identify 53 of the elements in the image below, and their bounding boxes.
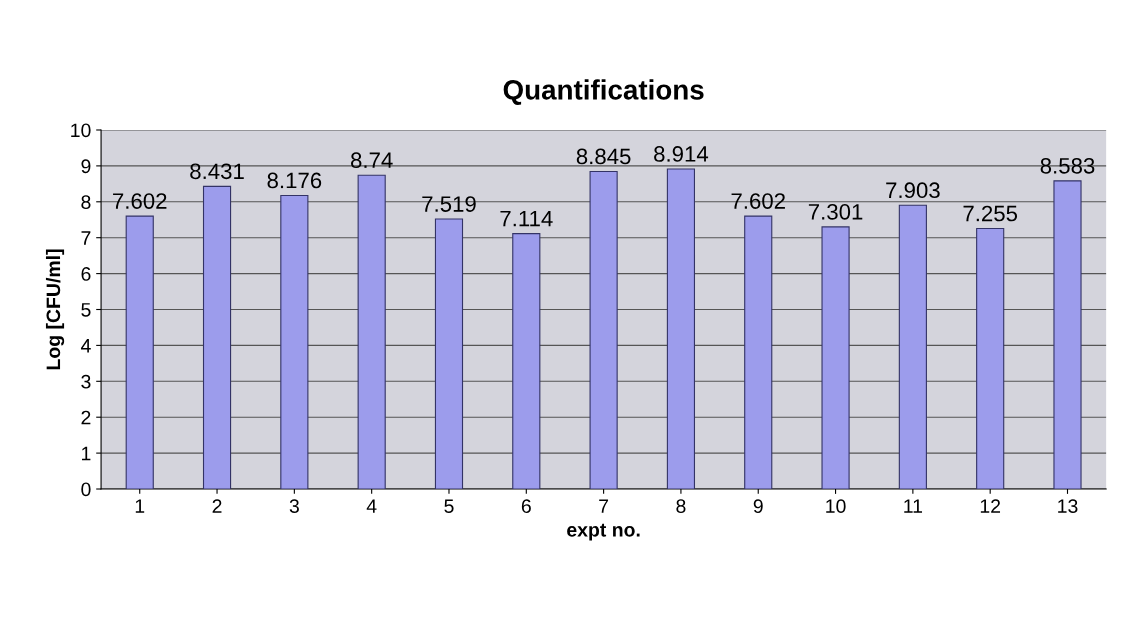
data-label: 7.602 — [731, 193, 785, 209]
x-tick-label: 6 — [521, 499, 531, 514]
x-axis-title: expt no. — [567, 523, 640, 541]
data-label: 8.845 — [576, 148, 631, 165]
data-label: 7.903 — [886, 182, 940, 199]
bar — [512, 233, 541, 490]
y-tick-label: 3 — [81, 374, 91, 389]
data-label: 8.176 — [267, 172, 322, 189]
y-tick-label: 9 — [81, 159, 91, 174]
y-tick-label: 7 — [81, 231, 91, 245]
data-label: 7.602 — [113, 193, 167, 209]
x-tick-label: 10 — [826, 499, 846, 514]
bar — [357, 174, 386, 490]
x-tick-label: 9 — [753, 499, 763, 514]
x-tick-label: 4 — [366, 499, 377, 513]
y-tick-label: 1 — [82, 446, 91, 461]
y-tick-label: 6 — [81, 267, 91, 281]
y-tick-label: 8 — [81, 195, 91, 210]
bar — [589, 170, 618, 490]
x-tick-label: 7 — [599, 499, 609, 513]
x-tick-label: 5 — [444, 499, 454, 514]
x-tick-label: 8 — [676, 499, 686, 514]
data-label: 7.301 — [808, 203, 863, 220]
bar — [125, 215, 154, 490]
bar — [744, 215, 773, 490]
bar — [434, 218, 464, 490]
data-label: 7.255 — [963, 205, 1018, 222]
x-tick-label: 2 — [212, 499, 222, 513]
bar — [202, 185, 232, 490]
bar — [1053, 180, 1082, 490]
data-label: 8.74 — [351, 152, 393, 169]
data-label: 8.914 — [654, 146, 709, 162]
y-tick-label: 2 — [81, 410, 91, 425]
y-axis-title: Log [CFU/ml] — [45, 249, 65, 370]
x-tick-label: 12 — [980, 499, 1001, 513]
x-tick-label: 1 — [135, 499, 145, 513]
y-tick-label: 0 — [81, 482, 91, 497]
bar — [821, 226, 850, 490]
x-tick-label: 13 — [1058, 499, 1078, 514]
bar — [280, 194, 309, 490]
data-label: 8.583 — [1040, 157, 1095, 174]
y-tick-label: 10 — [71, 123, 91, 138]
chart-title: Quantifications — [503, 79, 704, 105]
data-label: 7.519 — [422, 196, 476, 212]
data-label: 7.114 — [500, 210, 553, 227]
bar — [666, 168, 696, 490]
bar — [976, 227, 1005, 490]
x-tick-label: 11 — [904, 499, 923, 513]
x-tick-label: 3 — [289, 499, 299, 514]
data-label: 8.431 — [190, 163, 244, 180]
y-tick-label: 5 — [81, 303, 91, 317]
bar — [898, 204, 927, 490]
y-tick-label: 4 — [80, 339, 91, 353]
